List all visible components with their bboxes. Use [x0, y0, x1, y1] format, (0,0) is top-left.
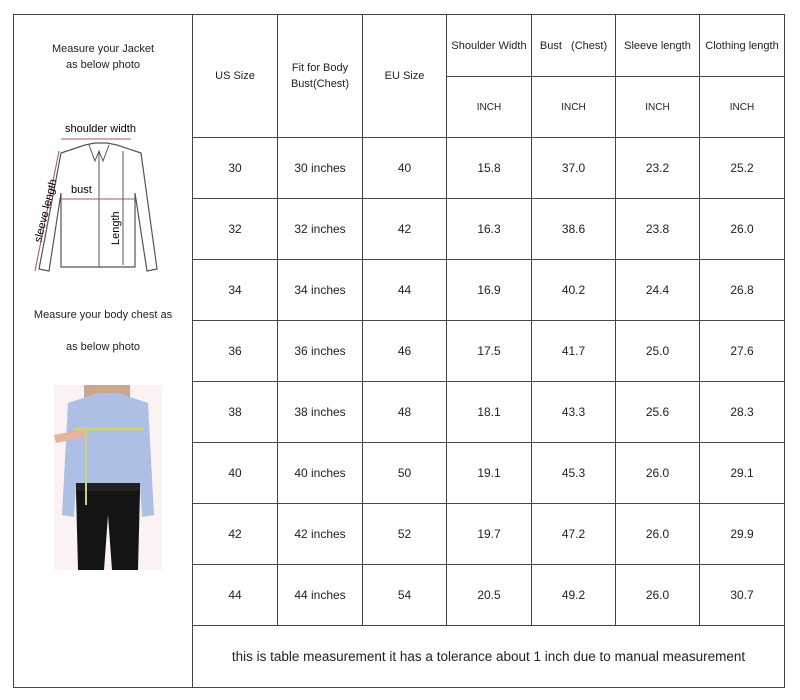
cell-us-size: 32 [192, 198, 278, 260]
cell-shoulder-width: 16.3 [446, 198, 532, 260]
cell-fit-bust: 34 inches [277, 259, 363, 321]
body-measure-photo [54, 385, 162, 570]
cell-eu-size: 50 [362, 442, 447, 504]
cell-fit-bust: 32 inches [277, 198, 363, 260]
cell-shoulder-width: 15.8 [446, 137, 532, 199]
cell-sleeve-length: 26.0 [615, 503, 700, 565]
cell-eu-size: 52 [362, 503, 447, 565]
cell-us-size: 34 [192, 259, 278, 321]
cell-bust: 43.3 [531, 381, 616, 443]
table-row: 44 44 inches 54 20.5 49.2 26.0 30.7 [192, 564, 785, 626]
cell-us-size: 30 [192, 137, 278, 199]
table-row: 34 34 inches 44 16.9 40.2 24.4 26.8 [192, 259, 785, 321]
body-title-line1: Measure your body chest as [33, 309, 173, 321]
cell-eu-size: 44 [362, 259, 447, 321]
cell-bust: 41.7 [531, 320, 616, 382]
table-row: 40 40 inches 50 19.1 45.3 26.0 29.1 [192, 442, 785, 504]
cell-bust: 49.2 [531, 564, 616, 626]
cell-bust: 40.2 [531, 259, 616, 321]
header-sleeve-length: Sleeve length [615, 14, 700, 77]
cell-us-size: 36 [192, 320, 278, 382]
cell-clothing-length: 28.3 [699, 381, 785, 443]
cell-fit-bust: 40 inches [277, 442, 363, 504]
measure-guide-panel: Measure your Jacket as below photo shoul… [13, 14, 193, 688]
cell-us-size: 42 [192, 503, 278, 565]
header-shoulder-width: Shoulder Width [446, 14, 532, 77]
bust-label: bust [71, 184, 92, 196]
table-row: 32 32 inches 42 16.3 38.6 23.8 26.0 [192, 198, 785, 260]
cell-shoulder-width: 19.7 [446, 503, 532, 565]
cell-sleeve-length: 26.0 [615, 564, 700, 626]
cell-clothing-length: 30.7 [699, 564, 785, 626]
cell-bust: 45.3 [531, 442, 616, 504]
tolerance-note: this is table measurement it has a toler… [192, 625, 785, 688]
cell-eu-size: 46 [362, 320, 447, 382]
unit-length: INCH [699, 76, 785, 138]
cell-eu-size: 40 [362, 137, 447, 199]
header-bust: Bust (Chest) [531, 14, 616, 77]
cell-fit-bust: 36 inches [277, 320, 363, 382]
body-title-line2: as below photo [66, 341, 140, 353]
cell-fit-bust: 42 inches [277, 503, 363, 565]
cell-sleeve-length: 23.8 [615, 198, 700, 260]
cell-fit-bust: 30 inches [277, 137, 363, 199]
cell-clothing-length: 29.9 [699, 503, 785, 565]
cell-fit-bust: 38 inches [277, 381, 363, 443]
jacket-title-line1: Measure your Jacket [51, 43, 155, 55]
table-row: 38 38 inches 48 18.1 43.3 25.6 28.3 [192, 381, 785, 443]
cell-shoulder-width: 16.9 [446, 259, 532, 321]
cell-shoulder-width: 17.5 [446, 320, 532, 382]
cell-sleeve-length: 25.6 [615, 381, 700, 443]
cell-bust: 38.6 [531, 198, 616, 260]
cell-fit-bust: 44 inches [277, 564, 363, 626]
cell-bust: 47.2 [531, 503, 616, 565]
cell-clothing-length: 25.2 [699, 137, 785, 199]
table-row: 30 30 inches 40 15.8 37.0 23.2 25.2 [192, 137, 785, 199]
cell-us-size: 44 [192, 564, 278, 626]
cell-shoulder-width: 20.5 [446, 564, 532, 626]
header-fit-bust: Fit for Body Bust(Chest) [277, 14, 363, 138]
size-table: US Size Fit for Body Bust(Chest) EU Size… [192, 14, 785, 688]
header-eu-size: EU Size [362, 14, 447, 138]
jacket-diagram: shoulder width bust Length sleeve length [32, 123, 158, 272]
cell-eu-size: 48 [362, 381, 447, 443]
header-us-size: US Size [192, 14, 278, 138]
cell-clothing-length: 26.8 [699, 259, 785, 321]
cell-us-size: 40 [192, 442, 278, 504]
cell-bust: 37.0 [531, 137, 616, 199]
length-label: Length [110, 211, 122, 245]
unit-shoulder: INCH [446, 76, 532, 138]
cell-eu-size: 42 [362, 198, 447, 260]
cell-shoulder-width: 18.1 [446, 381, 532, 443]
cell-sleeve-length: 24.4 [615, 259, 700, 321]
table-row: 36 36 inches 46 17.5 41.7 25.0 27.6 [192, 320, 785, 382]
header-clothing-length: Clothing length [699, 14, 785, 77]
jacket-title-line2: as below photo [66, 59, 140, 71]
table-row: 42 42 inches 52 19.7 47.2 26.0 29.9 [192, 503, 785, 565]
unit-bust: INCH [531, 76, 616, 138]
cell-sleeve-length: 26.0 [615, 442, 700, 504]
cell-clothing-length: 29.1 [699, 442, 785, 504]
cell-clothing-length: 26.0 [699, 198, 785, 260]
unit-sleeve: INCH [615, 76, 700, 138]
cell-us-size: 38 [192, 381, 278, 443]
cell-clothing-length: 27.6 [699, 320, 785, 382]
cell-shoulder-width: 19.1 [446, 442, 532, 504]
cell-eu-size: 54 [362, 564, 447, 626]
cell-sleeve-length: 25.0 [615, 320, 700, 382]
cell-sleeve-length: 23.2 [615, 137, 700, 199]
shoulder-width-label: shoulder width [65, 123, 136, 135]
